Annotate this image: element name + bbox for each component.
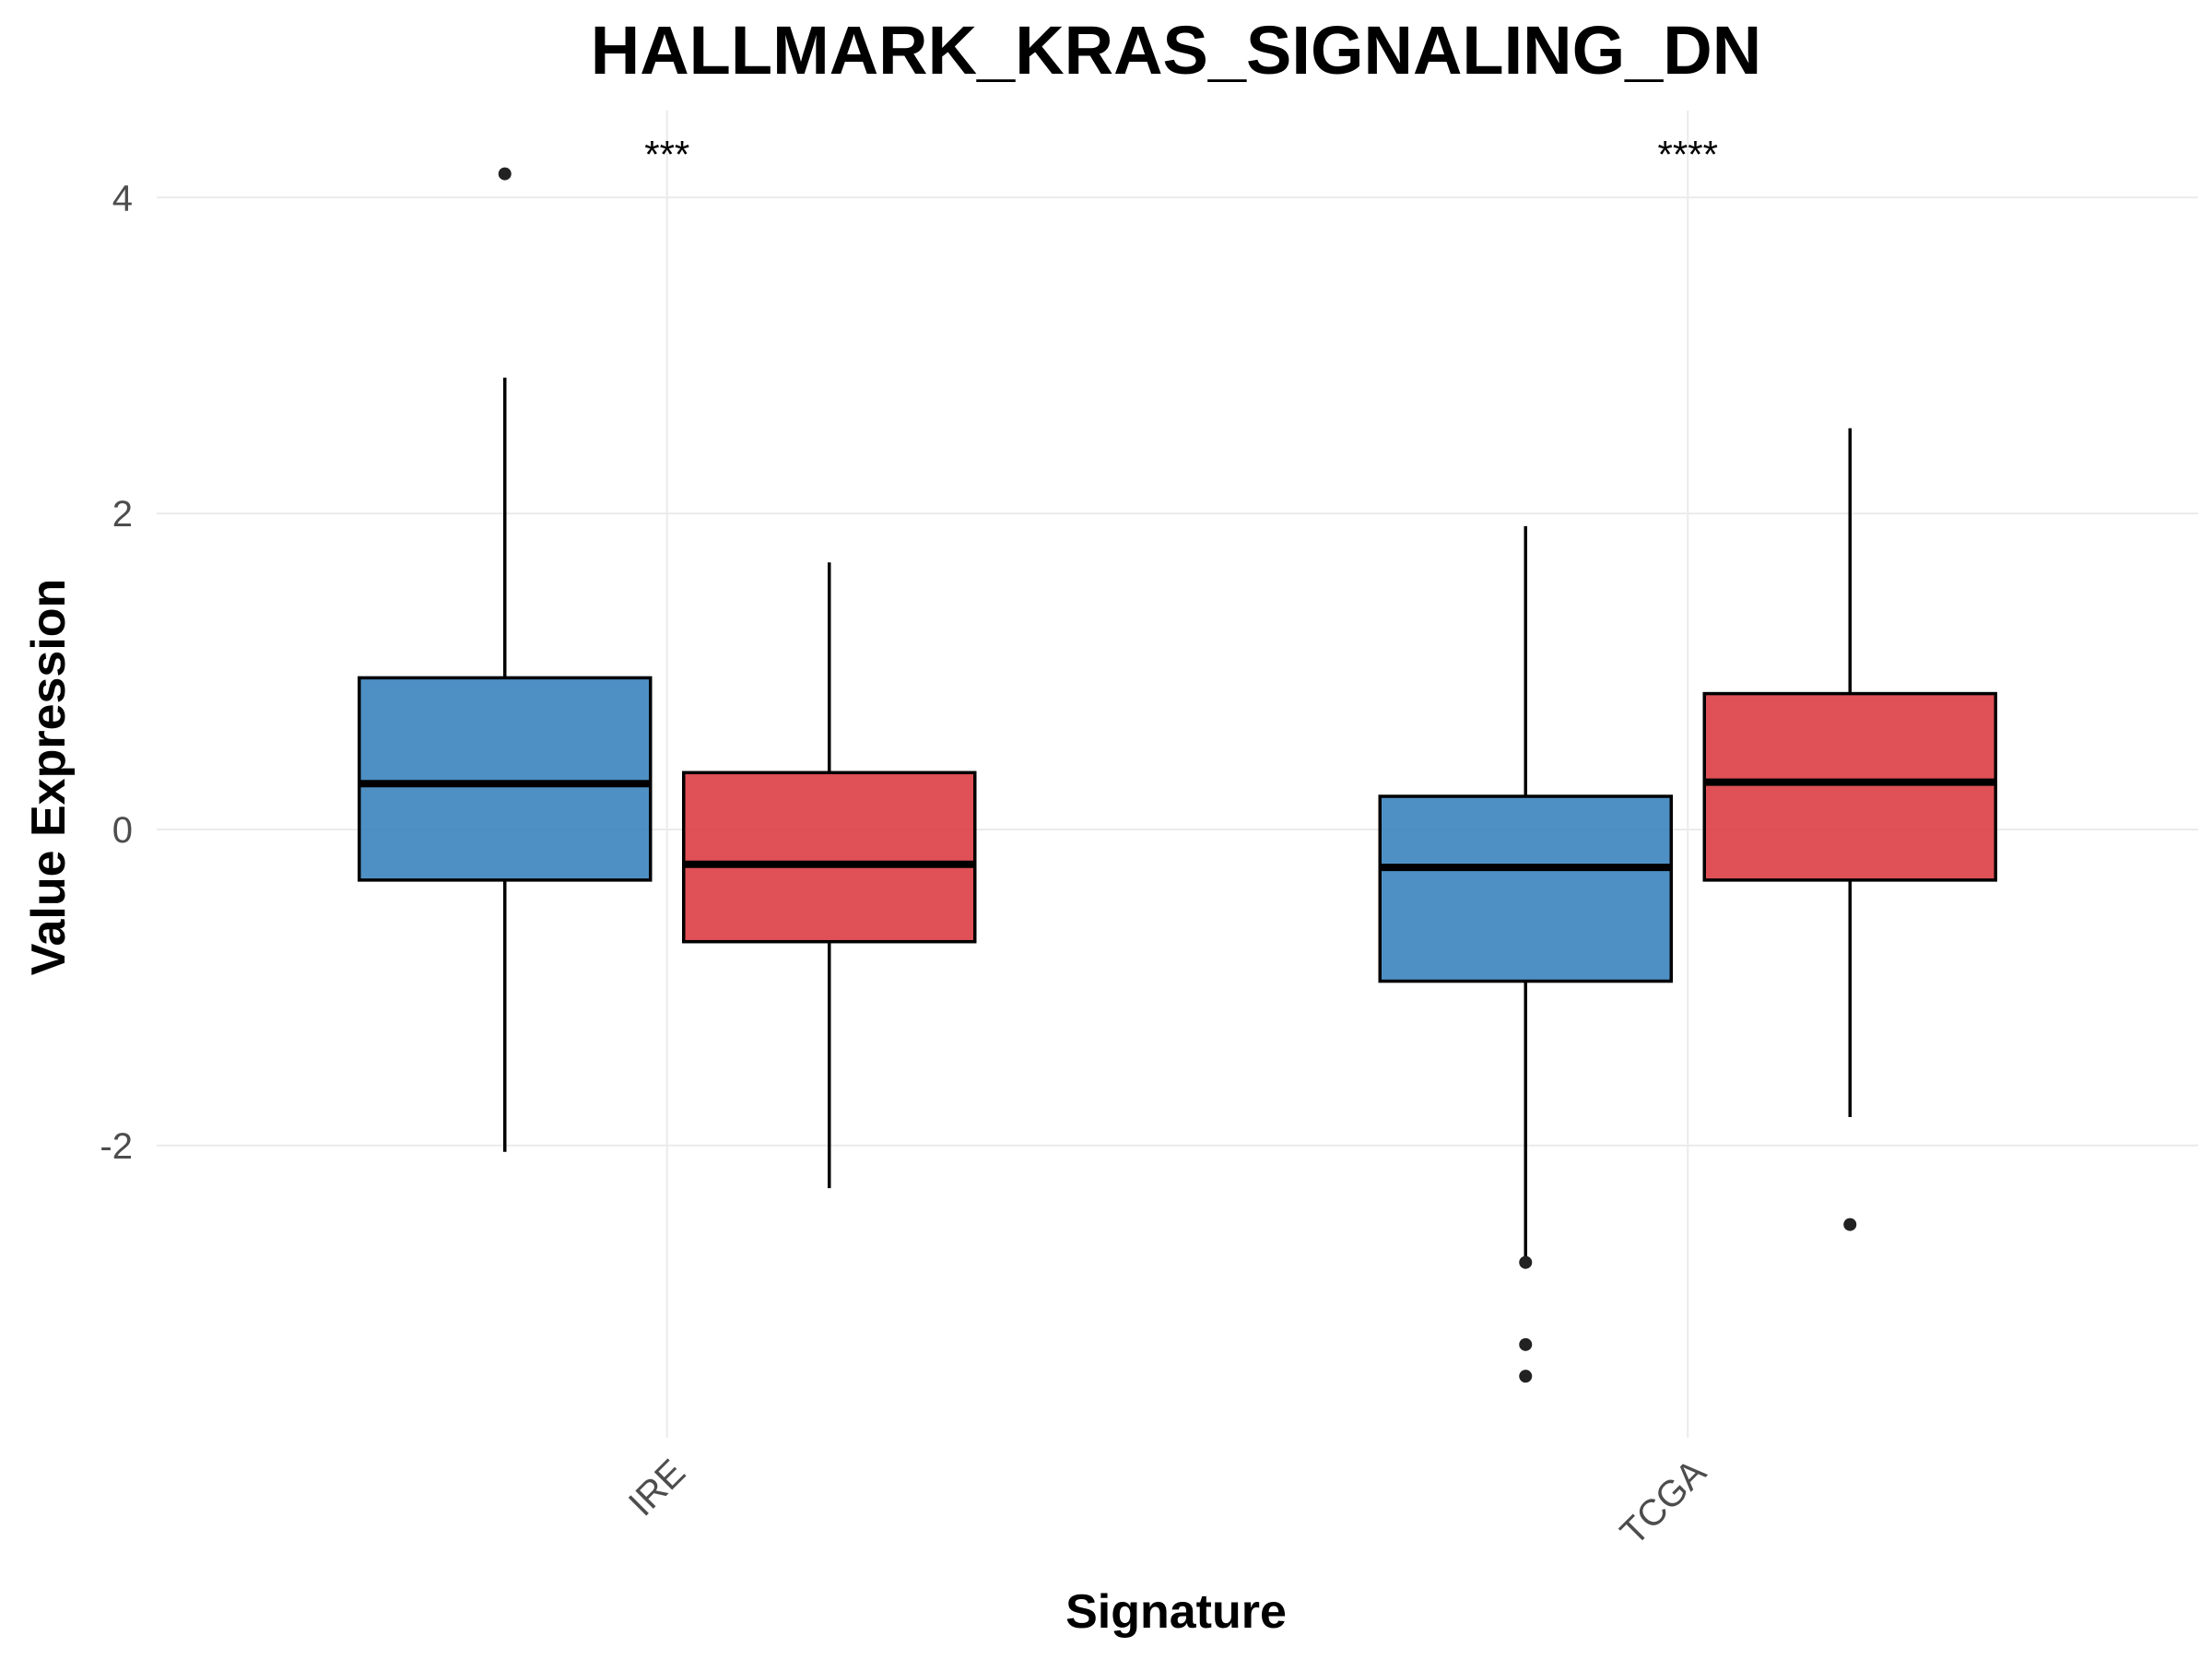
x-axis-title: Signature xyxy=(1065,1585,1287,1639)
box-iqr xyxy=(1702,691,1997,882)
chart-title: HALLMARK_KRAS_SIGNALING_DN xyxy=(591,12,1761,88)
significance-label: *** xyxy=(644,133,689,176)
box-plot-ire-group-2 xyxy=(682,562,977,1189)
y-tick-label: 2 xyxy=(112,494,133,535)
box-iqr xyxy=(358,676,653,882)
box-iqr xyxy=(1378,794,1673,983)
y-axis-title: Value Expression xyxy=(22,579,76,976)
y-tick-label: -2 xyxy=(100,1126,133,1167)
outlier-point xyxy=(1519,1255,1533,1269)
box-plot-ire-group-1 xyxy=(358,167,653,1152)
significance-label: **** xyxy=(1658,133,1718,176)
boxes xyxy=(358,167,1997,1383)
y-tick-label: 0 xyxy=(112,810,133,851)
outlier-point xyxy=(1843,1218,1857,1231)
outlier-point xyxy=(1519,1370,1533,1383)
box-iqr xyxy=(682,771,977,944)
outlier-point xyxy=(498,167,512,181)
box-plot-tcga-group-2 xyxy=(1702,428,1997,1231)
box-plot-tcga-group-1 xyxy=(1378,525,1673,1383)
y-tick-label: 4 xyxy=(112,178,133,218)
outlier-point xyxy=(1519,1337,1533,1351)
